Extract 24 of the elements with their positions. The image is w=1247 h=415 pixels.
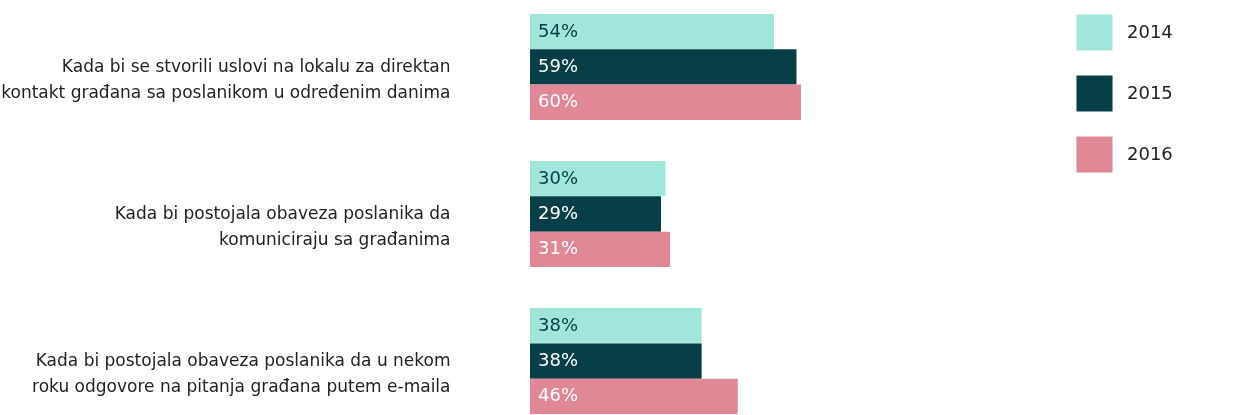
legend-label: 2014 — [1127, 20, 1173, 42]
bar — [530, 343, 702, 379]
legend-label: 2016 — [1127, 142, 1173, 164]
data-label: 59% — [538, 54, 579, 76]
data-label: 38% — [538, 349, 579, 371]
y-tick-label: Kada bi postojala obaveza poslanika da u nekom roku odgovore na pitanja građana putem e-maila — [32, 350, 451, 397]
bar — [530, 161, 666, 197]
data-label: 38% — [538, 313, 579, 335]
bar — [530, 308, 702, 344]
y-tick-label: Kada bi se stvorili uslovi na lokalu za direktan kontakt građana sa poslanikom u određenim danima — [1, 55, 451, 102]
bar — [530, 196, 661, 232]
legend-label: 2015 — [1127, 81, 1173, 103]
bar — [530, 49, 797, 85]
y-tick-label: Kada bi postojala obaveza poslanika da komuniciraju sa građanima — [114, 203, 451, 249]
bar — [530, 14, 774, 50]
data-label: 30% — [538, 166, 579, 188]
data-label: 31% — [538, 237, 579, 259]
bar — [530, 231, 671, 267]
data-label: 46% — [538, 384, 579, 406]
bar — [530, 378, 738, 414]
bar — [530, 84, 801, 120]
data-label: 60% — [538, 90, 579, 112]
data-label: 29% — [538, 202, 579, 223]
data-label: 54% — [538, 19, 579, 41]
